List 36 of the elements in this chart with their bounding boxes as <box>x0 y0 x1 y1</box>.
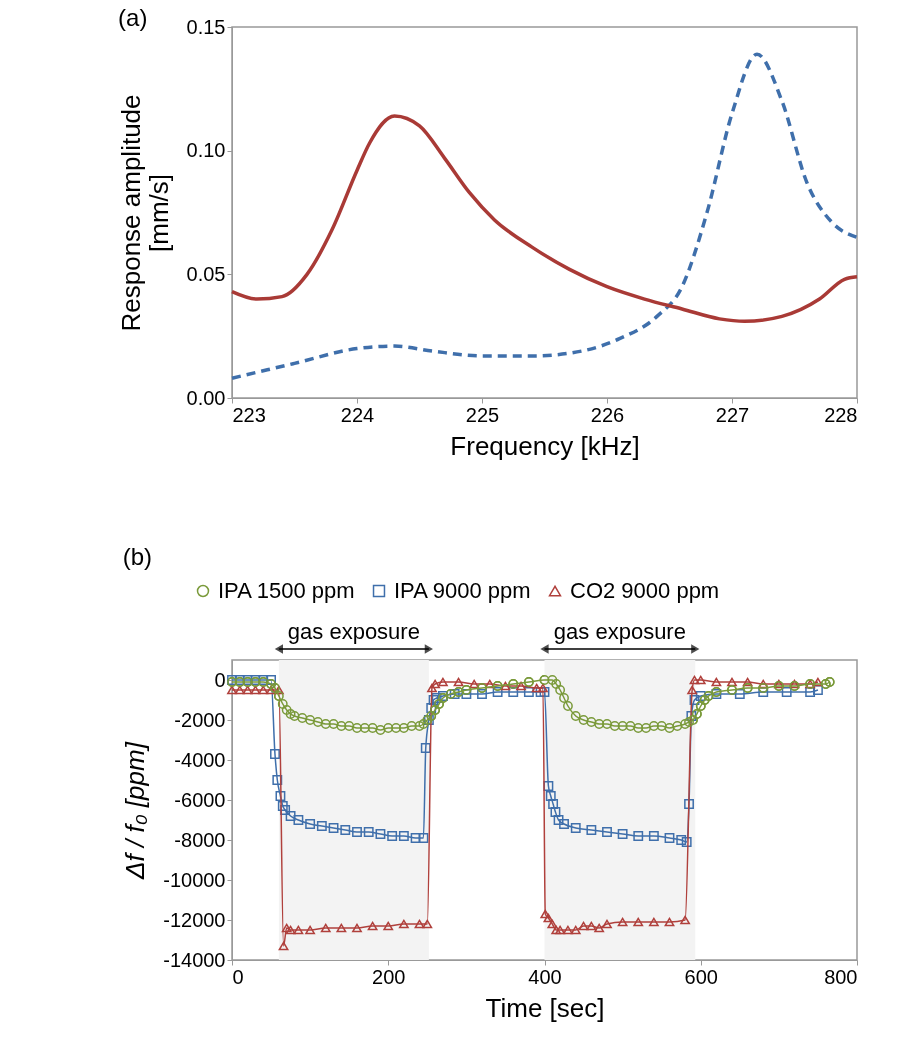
y-axis-title: Response amplitude [mm/s] <box>115 94 174 332</box>
y-axis-title: Δf / f₀ [ppm] <box>120 741 151 880</box>
y-tick-label: 0.00 <box>186 386 226 409</box>
y-tick-label: -10000 <box>163 868 226 891</box>
x-axis-title: Time [sec] <box>485 992 605 1023</box>
y-tick-label: -2000 <box>174 708 226 731</box>
line-series <box>230 52 859 380</box>
x-tick-label: 800 <box>824 965 858 988</box>
y-tick-label: -14000 <box>163 948 226 971</box>
x-tick-label: 225 <box>465 403 500 426</box>
chart-title: (a) <box>118 4 148 31</box>
legend-label: IPA 1500 ppm <box>218 578 355 603</box>
band-label: gas exposure <box>287 619 420 644</box>
y-tick-label: 0.10 <box>186 139 226 162</box>
y-tick-label: -8000 <box>174 828 226 851</box>
y-tick-label: 0.05 <box>186 262 226 285</box>
x-tick-label: 228 <box>824 403 858 426</box>
x-tick-label: 227 <box>715 403 750 426</box>
legend-label: CO2 9000 ppm <box>570 578 720 603</box>
x-tick-label: 224 <box>340 403 375 426</box>
line-series <box>230 114 859 324</box>
y-tick-label: 0.15 <box>186 15 226 38</box>
x-tick-label: 223 <box>232 403 266 426</box>
x-tick-label: 0 <box>232 965 244 988</box>
x-tick-label: 200 <box>372 965 406 988</box>
legend-label: IPA 9000 ppm <box>394 578 531 603</box>
x-tick-label: 400 <box>528 965 562 988</box>
y-tick-label: -12000 <box>163 908 226 931</box>
y-tick-label: -6000 <box>174 788 226 811</box>
y-tick-label: -4000 <box>174 748 226 771</box>
chart-title: (b) <box>122 543 153 570</box>
x-tick-label: 226 <box>590 403 625 426</box>
y-tick-label: 0 <box>214 668 226 691</box>
band-label: gas exposure <box>553 619 686 644</box>
x-tick-label: 600 <box>684 965 718 988</box>
x-axis-title: Frequency [kHz] <box>450 430 640 461</box>
